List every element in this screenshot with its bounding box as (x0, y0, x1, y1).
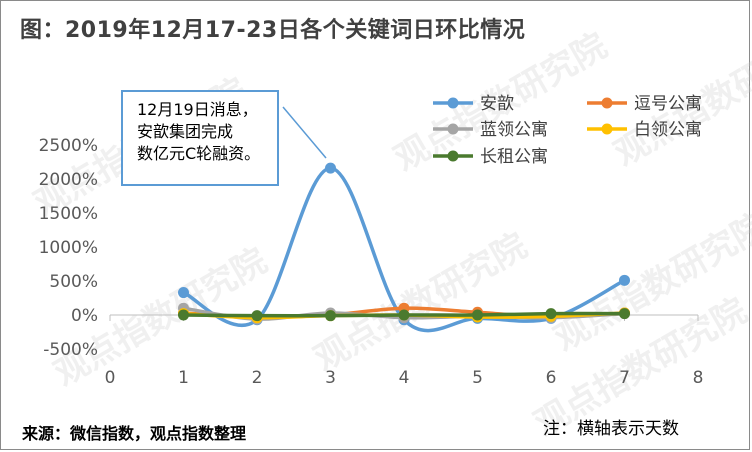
annotation-connector (282, 106, 327, 159)
annotation-line-3: 数亿元C轮融资。 (137, 144, 261, 163)
data-point (325, 162, 336, 174)
legend-swatch-marker (447, 97, 459, 109)
source-note: 来源：微信指数，观点指数整理 (22, 424, 247, 443)
x-tick-label: 5 (472, 368, 483, 388)
x-tick-label: 7 (619, 368, 630, 388)
x-tick-label: 1 (178, 368, 189, 388)
y-tick-label: 2500% (39, 136, 98, 156)
y-tick-label: 500% (49, 272, 98, 292)
x-tick-label: 2 (252, 368, 263, 388)
legend-label: 白领公寓 (634, 120, 702, 140)
data-point (472, 309, 483, 321)
x-tick-label: 4 (399, 368, 410, 388)
y-tick-label: 2000% (39, 170, 98, 190)
legend-swatch-marker (601, 97, 613, 109)
data-point (398, 309, 410, 321)
y-tick-label: 1000% (39, 238, 98, 258)
annotation-line-2: 安歆集团完成 (137, 122, 234, 141)
legend-swatch-marker (601, 123, 613, 135)
x-tick-label: 6 (546, 368, 557, 388)
y-tick-label: 0% (71, 306, 98, 326)
legend-label: 安歆 (480, 94, 514, 114)
data-point (619, 274, 630, 286)
data-point (178, 309, 189, 321)
axis-note: 注：横轴表示天数 (543, 419, 679, 439)
data-point (325, 310, 336, 322)
annotation-line-1: 12月19日消息， (137, 100, 258, 119)
legend-label: 长租公寓 (480, 147, 548, 167)
x-tick-label: 0 (105, 368, 116, 388)
y-tick-label: 1500% (39, 204, 98, 224)
data-point (619, 308, 630, 320)
annotation-callout: 12月19日消息， 安歆集团完成 数亿元C轮融资。 (121, 90, 279, 186)
data-point (251, 310, 263, 322)
data-point (545, 308, 557, 320)
x-tick-label: 3 (325, 368, 336, 388)
y-tick-label: -500% (43, 340, 98, 360)
legend-swatch-marker (447, 123, 459, 135)
data-point (178, 287, 189, 299)
chart-title: 图：2019年12月17-23日各个关键词日环比情况 (20, 18, 526, 43)
legend-label: 逗号公寓 (634, 94, 702, 114)
x-tick-label: 8 (693, 368, 704, 388)
legend-label: 蓝领公寓 (480, 120, 548, 140)
legend-swatch-marker (447, 150, 459, 162)
